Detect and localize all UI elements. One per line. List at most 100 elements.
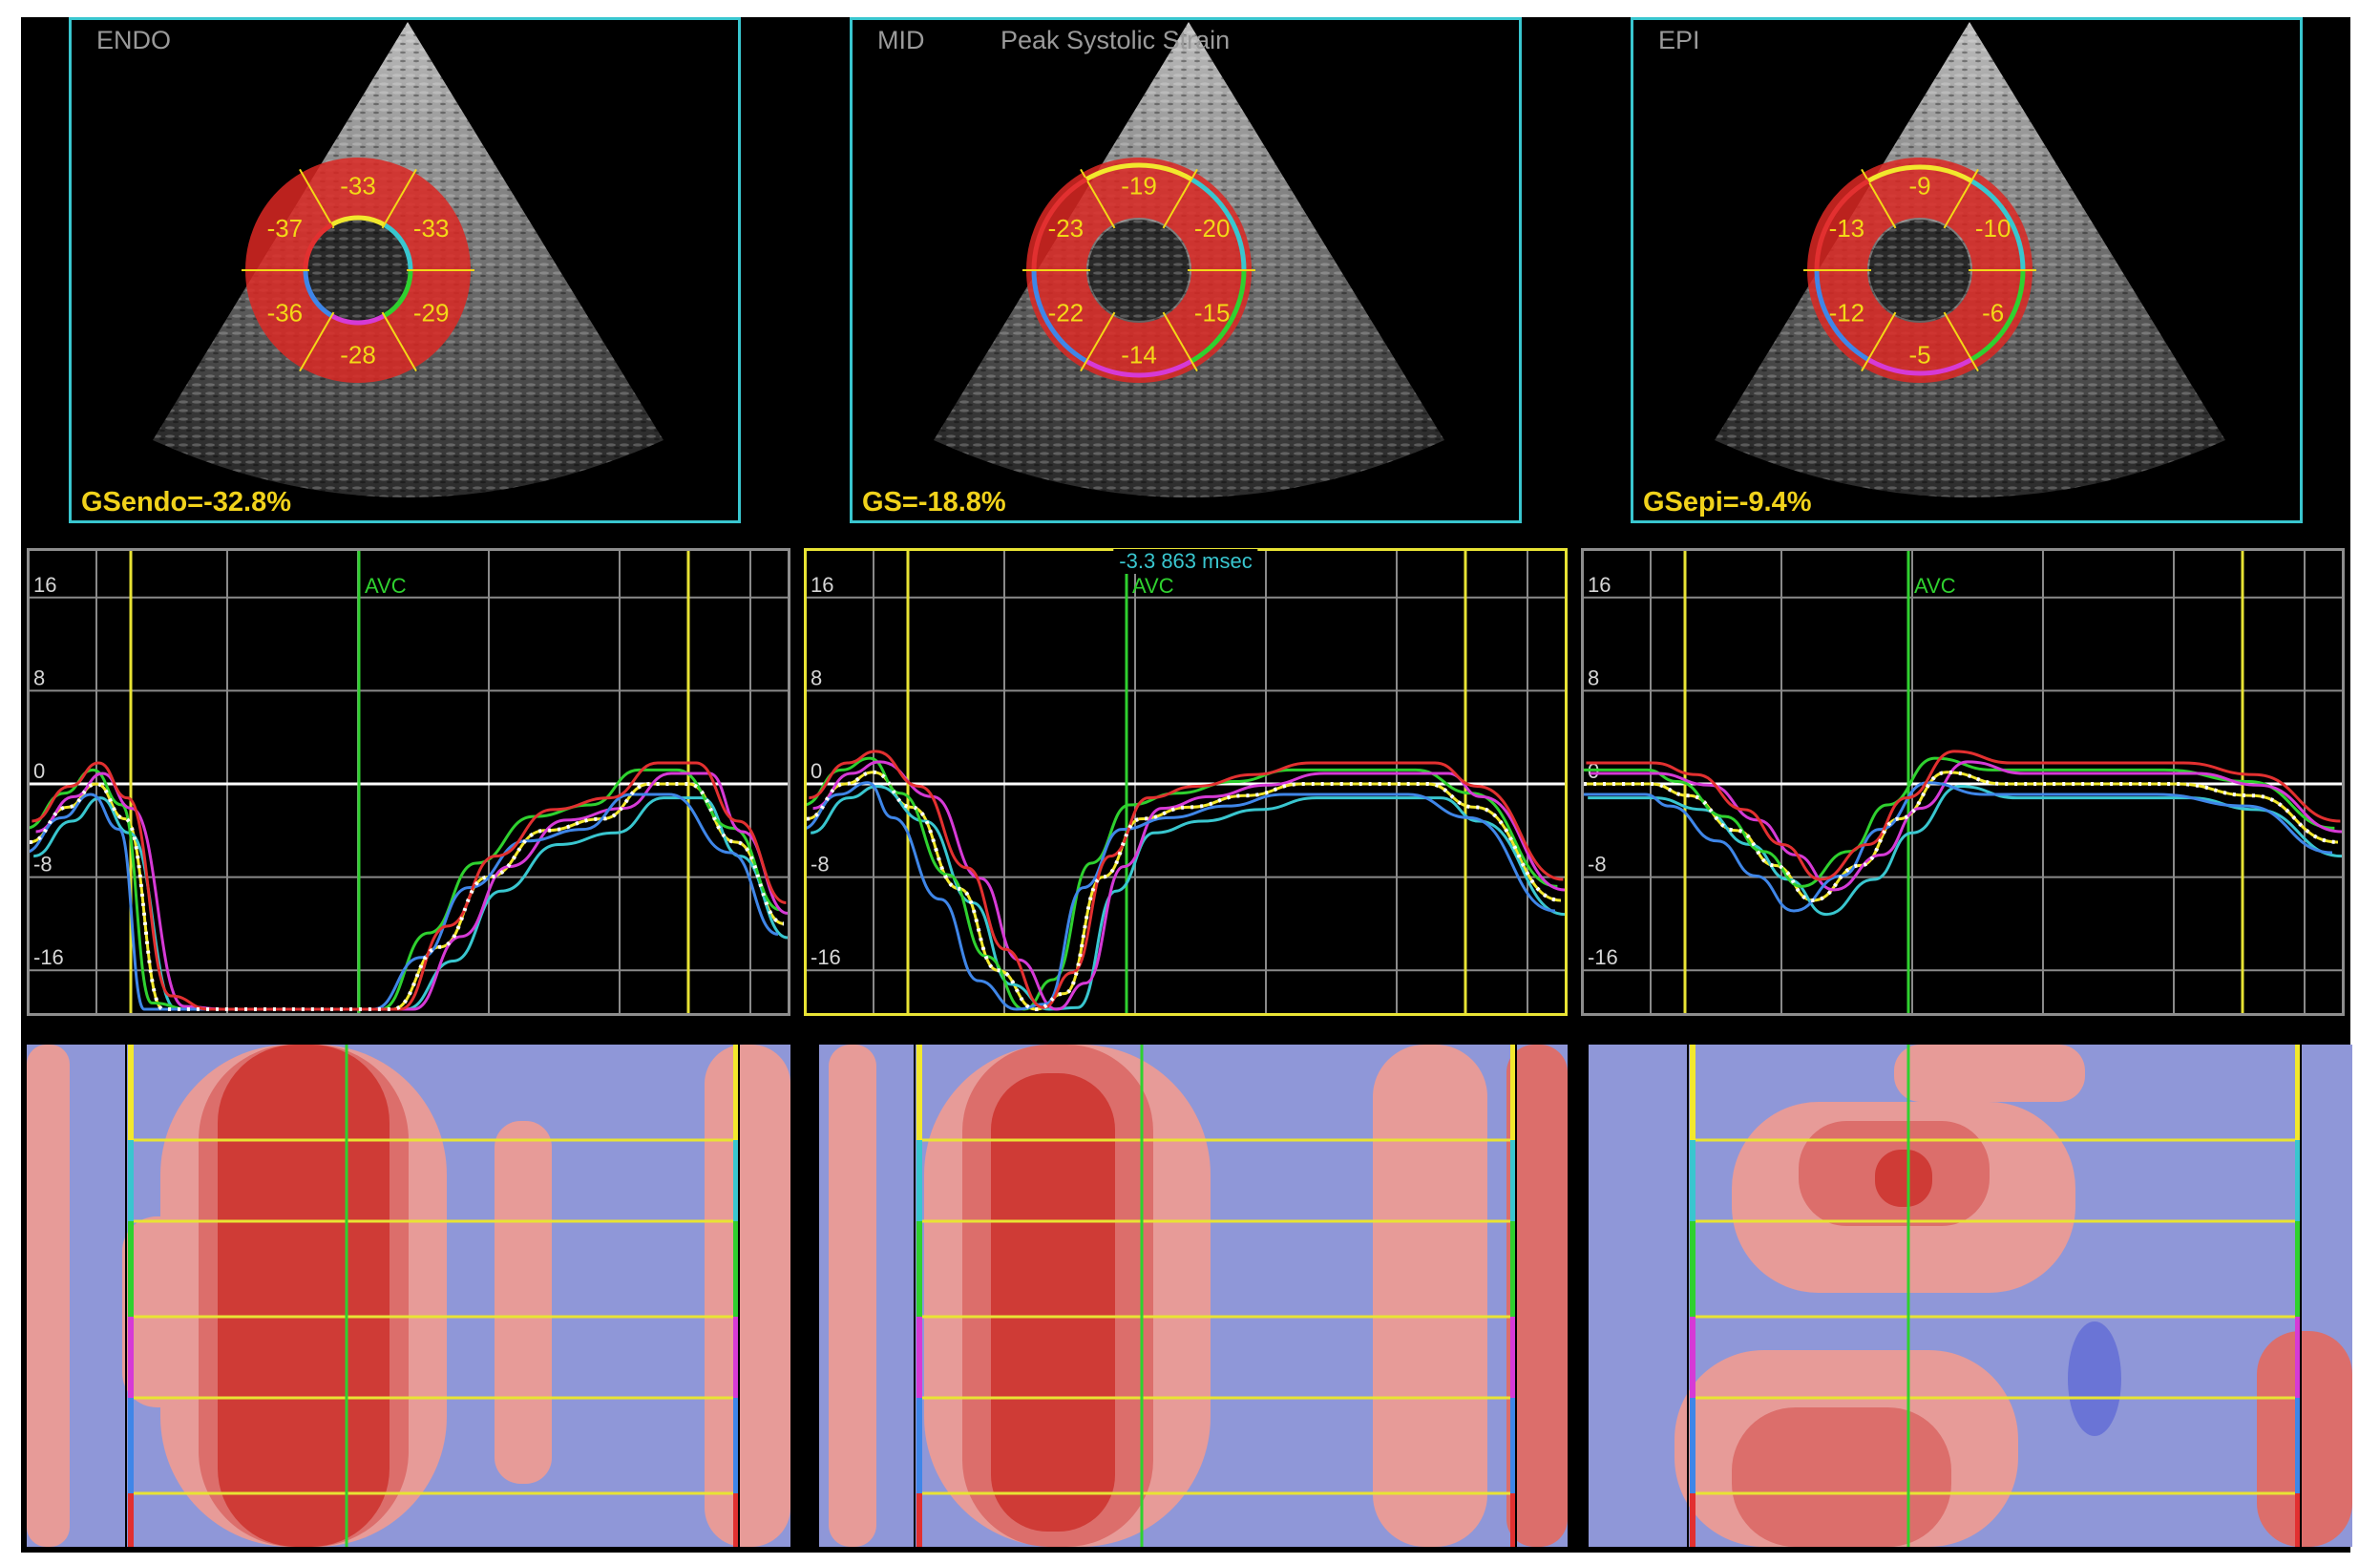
echo-panel-endo[interactable]: -33 -33 -29 -28 -36 -37 ENDO GSendo=-32.8% (69, 17, 741, 523)
segment-strain-curve (800, 781, 1556, 1011)
segment-strain-value: -14 (1121, 341, 1157, 370)
segment-strain-value: -37 (267, 214, 304, 243)
strain-region (705, 1045, 790, 1547)
short-axis-echo-image: -33 -33 -29 -28 -36 -37 (153, 22, 663, 497)
segment-strain-value: -15 (1194, 298, 1231, 327)
segment-color-bar (128, 1221, 134, 1317)
segment-color-bar (916, 1045, 922, 1140)
segment-strain-value: -5 (1908, 341, 1930, 370)
segment-color-bar (2295, 1493, 2301, 1547)
avc-label: AVC (1914, 574, 1956, 598)
panel-title: Peak Systolic Strain (1000, 26, 1231, 54)
segment-arc (1814, 269, 1870, 362)
strain-region (2068, 1321, 2121, 1436)
parametric-strain-map-epi[interactable] (1589, 1045, 2352, 1547)
segment-strain-value: -13 (1829, 214, 1865, 243)
segment-arc (1085, 162, 1193, 181)
segment-color-bar (128, 1493, 134, 1547)
y-tick-label: 8 (33, 666, 45, 689)
segment-strain-curve (35, 771, 789, 1011)
segment-color-bar (916, 1221, 922, 1317)
segment-strain-value: -33 (413, 214, 450, 243)
segment-color-bar (2295, 1398, 2301, 1493)
segment-strain-curve (26, 768, 781, 1011)
layer-label: MID (877, 26, 925, 54)
global-average-curve (806, 770, 1562, 1012)
strain-curve-graph-epi[interactable]: AVC 16 8 0 -8 -16 (1577, 548, 2345, 1016)
segment-color-bar (733, 1398, 739, 1493)
segment-color-bar (1510, 1221, 1516, 1317)
segment-color-bar (916, 1398, 922, 1493)
strain-color-map (1589, 1045, 2352, 1547)
segment-arc (1814, 179, 1870, 271)
strain-region (218, 1045, 390, 1547)
segment-strain-curve (810, 784, 1566, 1011)
segment-strain-curve (32, 796, 789, 1011)
segment-color-bar (1690, 1317, 1695, 1398)
strain-region (1373, 1045, 1487, 1547)
global-average-curve (1584, 770, 2339, 903)
segment-strain-curve (29, 782, 785, 1011)
strain-region (1875, 1150, 1932, 1207)
segment-color-bar (2295, 1045, 2301, 1140)
strain-region (27, 1045, 70, 1547)
segment-strain-value: -9 (1908, 172, 1930, 201)
strain-region (2257, 1331, 2352, 1547)
segment-color-bar (916, 1140, 922, 1221)
segment-strain-value: -20 (1194, 214, 1231, 243)
strain-region (1894, 1045, 2085, 1102)
segment-arc (383, 269, 413, 318)
segment-strain-value: -23 (1048, 214, 1085, 243)
y-tick-label: 16 (811, 573, 833, 597)
y-tick-label: 16 (1588, 573, 1611, 597)
segment-strain-curve (1590, 760, 2343, 892)
segment-color-bar (1510, 1493, 1516, 1547)
segment-strain-value: -10 (1975, 214, 2011, 243)
segment-color-bar (733, 1317, 739, 1398)
segment-arc (1031, 269, 1088, 364)
strain-color-map (27, 1045, 790, 1547)
segment-color-bar (733, 1140, 739, 1221)
parametric-strain-map-mid[interactable] (819, 1045, 1568, 1547)
segment-strain-curve (803, 756, 1558, 1011)
y-tick-label: 8 (811, 666, 822, 689)
echo-panel-mid[interactable]: -19 -20 -15 -14 -22 -23 MID Peak Systolic Str… (850, 17, 1522, 523)
y-tick-label: 8 (1588, 666, 1599, 689)
segment-color-bar (128, 1398, 134, 1493)
segment-color-bar (1510, 1317, 1516, 1398)
segment-arc (1969, 269, 2026, 362)
segment-strain-curve (809, 750, 1564, 1009)
segment-color-bar (1510, 1398, 1516, 1493)
segment-strain-curve (1588, 784, 2343, 917)
segment-strain-value: -19 (1121, 172, 1157, 201)
segment-arc (383, 222, 413, 271)
y-tick-label: -8 (1588, 853, 1607, 877)
strain-curves: AVC 16 8 0 -8 -16 (23, 551, 789, 1013)
parametric-strain-map-endo[interactable] (27, 1045, 790, 1547)
y-tick-label: 16 (33, 573, 56, 597)
segment-strain-value: -6 (1982, 298, 2004, 327)
echo-panel-epi[interactable]: -9 -10 -6 -5 -12 -13 EPI GSepi=-9.4% (1631, 17, 2303, 523)
strain-region (829, 1045, 876, 1547)
strain-region (991, 1073, 1115, 1532)
segment-strain-curve (1577, 781, 2333, 913)
segment-arc (1085, 359, 1193, 378)
layer-label: ENDO (96, 26, 172, 54)
segment-color-bar (1510, 1045, 1516, 1140)
strain-curve-graph-endo[interactable]: AVC 16 8 0 -8 -16 (23, 548, 790, 1016)
segment-arc (303, 222, 333, 271)
segment-color-bar (916, 1493, 922, 1547)
segment-strain-value: -22 (1048, 298, 1085, 327)
segment-strain-curve (32, 761, 787, 1011)
segment-arc (1866, 357, 1973, 376)
segment-color-bar (733, 1493, 739, 1547)
segment-color-bar (916, 1317, 922, 1398)
global-strain-value: GS=-18.8% (862, 487, 1006, 518)
strain-curve-graph-mid[interactable]: AVC 16 8 0 -8 -16 -3.3 863 msec (800, 548, 1568, 1016)
segment-arc (1969, 179, 2026, 271)
segment-color-bar (128, 1317, 134, 1398)
segment-arc (1190, 177, 1247, 271)
segment-color-bar (1690, 1221, 1695, 1317)
segment-strain-value: -33 (340, 172, 376, 201)
segment-color-bar (733, 1045, 739, 1140)
